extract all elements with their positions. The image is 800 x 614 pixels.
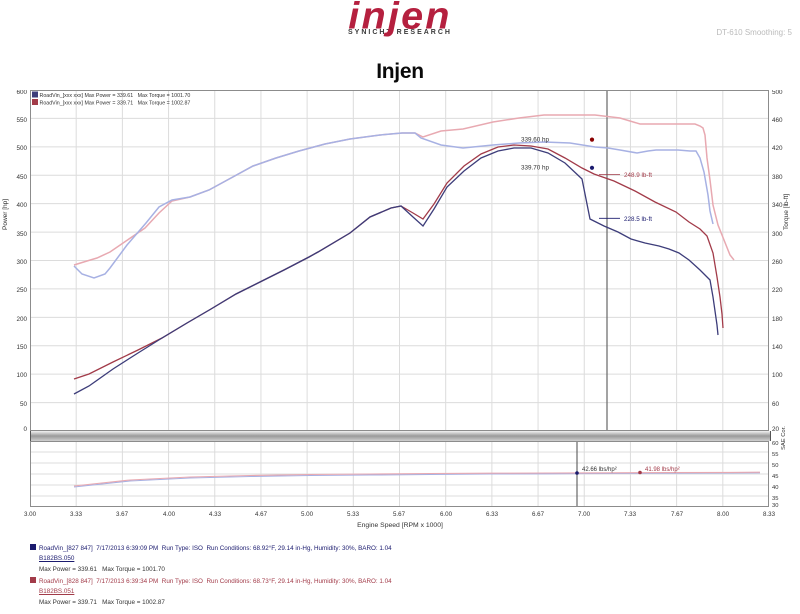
svg-text:550: 550: [16, 117, 27, 124]
svg-text:7.33: 7.33: [624, 511, 637, 518]
svg-text:248.9 lb-ft: 248.9 lb-ft: [624, 172, 652, 179]
svg-text:4.67: 4.67: [255, 511, 268, 518]
svg-text:6.67: 6.67: [532, 511, 545, 518]
svg-text:339.70 hp: 339.70 hp: [521, 165, 550, 172]
svg-text:RoadVin_[xxx xxx] Max Power =: RoadVin_[xxx xxx] Max Power = 339.61 Max…: [40, 93, 191, 99]
svg-text:5.00: 5.00: [301, 511, 314, 518]
svg-text:8.33: 8.33: [763, 511, 776, 518]
svg-text:3.33: 3.33: [70, 511, 83, 518]
svg-text:220: 220: [772, 287, 783, 294]
svg-text:3.00: 3.00: [24, 511, 37, 518]
svg-text:460: 460: [772, 117, 783, 124]
svg-text:150: 150: [16, 344, 27, 351]
svg-text:300: 300: [16, 259, 27, 266]
svg-text:41.98 lbs/hp²: 41.98 lbs/hp²: [645, 467, 680, 473]
svg-text:350: 350: [16, 231, 27, 238]
svg-text:50: 50: [772, 463, 778, 469]
svg-text:500: 500: [772, 90, 783, 96]
svg-text:380: 380: [772, 174, 783, 181]
svg-text:100: 100: [772, 372, 783, 379]
svg-text:4.00: 4.00: [163, 511, 176, 518]
svg-text:40: 40: [772, 485, 778, 491]
svg-text:7.67: 7.67: [671, 511, 684, 518]
svg-text:340: 340: [772, 202, 783, 209]
svg-text:420: 420: [772, 145, 783, 152]
svg-text:250: 250: [16, 287, 27, 294]
svg-text:5.67: 5.67: [393, 511, 406, 518]
svg-text:3.67: 3.67: [116, 511, 129, 518]
svg-text:6.00: 6.00: [440, 511, 453, 518]
svg-text:200: 200: [16, 316, 27, 323]
svg-text:RoadVin_[xxx xxx] Max Power =: RoadVin_[xxx xxx] Max Power = 339.71 Max…: [40, 101, 191, 107]
svg-text:100: 100: [16, 372, 27, 379]
svg-text:42.66 lbs/hp²: 42.66 lbs/hp²: [582, 467, 617, 473]
svg-text:4.33: 4.33: [209, 511, 222, 518]
svg-text:50: 50: [20, 401, 27, 408]
svg-text:0: 0: [23, 426, 27, 431]
svg-text:6.33: 6.33: [486, 511, 499, 518]
svg-text:45: 45: [772, 474, 778, 480]
svg-text:228.5 lb-ft: 228.5 lb-ft: [624, 216, 652, 223]
svg-text:339.60 hp: 339.60 hp: [521, 137, 550, 144]
svg-text:260: 260: [772, 259, 783, 266]
svg-text:60: 60: [772, 441, 778, 447]
svg-text:180: 180: [772, 316, 783, 323]
svg-text:7.00: 7.00: [578, 511, 591, 518]
svg-text:60: 60: [772, 401, 780, 408]
svg-text:30: 30: [772, 503, 778, 507]
svg-text:5.33: 5.33: [347, 511, 360, 518]
svg-text:35: 35: [772, 496, 778, 502]
svg-text:300: 300: [772, 231, 783, 238]
svg-text:55: 55: [772, 452, 778, 458]
svg-text:450: 450: [16, 174, 27, 181]
svg-text:600: 600: [16, 90, 27, 96]
svg-text:20: 20: [772, 426, 780, 431]
svg-text:500: 500: [16, 145, 27, 152]
svg-text:8.00: 8.00: [717, 511, 730, 518]
svg-text:400: 400: [16, 202, 27, 209]
svg-text:140: 140: [772, 344, 783, 351]
